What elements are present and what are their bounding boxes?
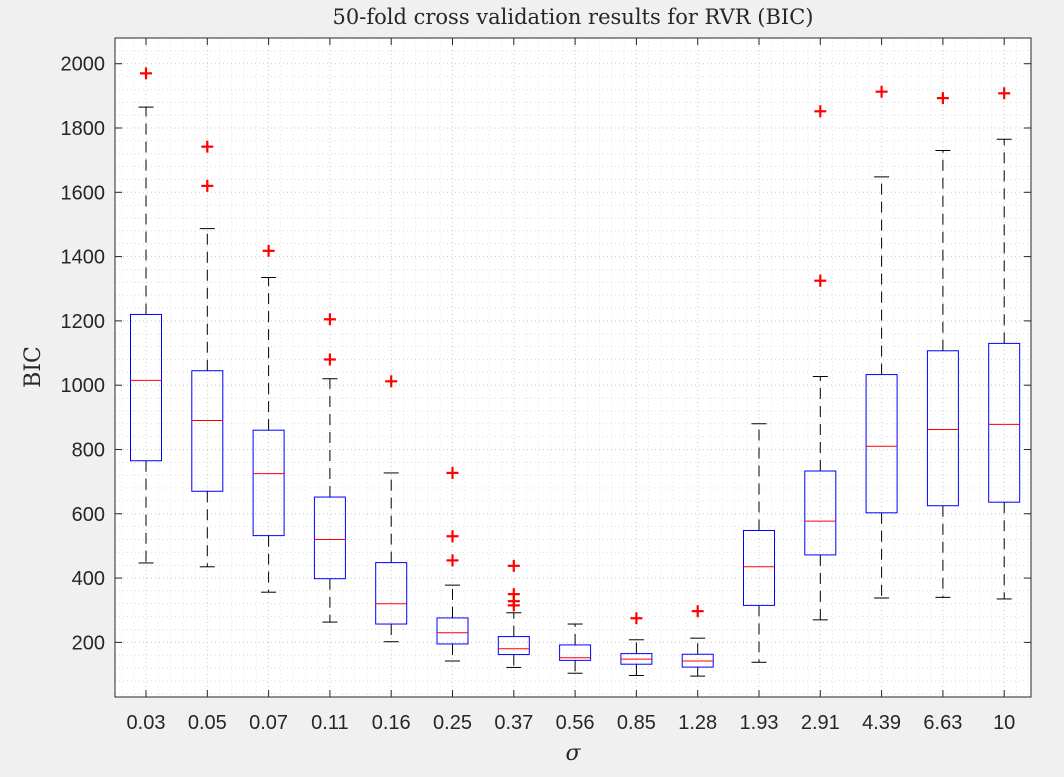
y-tick-label: 800 (72, 439, 105, 461)
x-tick-label: 4.39 (862, 712, 901, 734)
outlier-marker (446, 530, 459, 543)
y-tick-label: 1600 (61, 182, 106, 204)
box-group (804, 105, 837, 621)
x-tick-label: 0.07 (249, 712, 288, 734)
box-group (130, 67, 162, 564)
x-tick-label: 1.28 (678, 712, 717, 734)
x-tick-label: 0.05 (188, 712, 227, 734)
boxes (130, 67, 1021, 677)
x-tick-label: 1.93 (740, 712, 779, 734)
x-tick-label: 10 (993, 712, 1015, 734)
outlier-marker (998, 87, 1011, 100)
outlier-marker (262, 244, 275, 257)
outlier-marker (875, 85, 888, 98)
outlier-marker (201, 179, 214, 192)
box (436, 617, 469, 645)
x-tick-label: 0.85 (617, 712, 656, 734)
box-group (865, 85, 898, 599)
outlier-marker (814, 105, 827, 118)
y-tick-label: 1200 (61, 311, 106, 333)
outlier-marker (446, 466, 459, 479)
outlier-marker (814, 274, 827, 287)
y-tick-label: 1000 (61, 375, 106, 397)
outlier-marker (385, 375, 398, 388)
box-group (313, 313, 346, 623)
box (375, 562, 408, 625)
box (313, 496, 346, 580)
outlier-marker (140, 67, 152, 80)
box-group (620, 612, 653, 676)
outlier-marker (507, 588, 520, 601)
x-tick-label: 2.91 (801, 712, 840, 734)
x-tick-label: 0.03 (127, 712, 166, 734)
box-group (436, 466, 469, 662)
x-tick-label: 0.25 (433, 712, 472, 734)
y-tick-label: 400 (72, 568, 105, 590)
box (559, 644, 592, 661)
box-group (497, 559, 530, 668)
box-group (988, 87, 1021, 600)
box (926, 350, 959, 507)
chart-title: 50-fold cross validation results for RVR… (333, 5, 814, 29)
x-ticks: 0.03 0.05 0.07 0.11 0.16 0.25 0.37 0.56 0.85 1.28… (127, 38, 1015, 734)
box (988, 342, 1021, 503)
y-tick-label: 1400 (61, 247, 106, 269)
box-group (191, 140, 224, 568)
box (130, 313, 162, 462)
box (865, 374, 898, 514)
outlier-marker (323, 353, 336, 366)
outlier-marker (630, 612, 643, 625)
x-tick-label: 0.16 (372, 712, 411, 734)
box-group (681, 605, 714, 677)
outlier-marker (507, 559, 520, 572)
box-group (743, 423, 775, 663)
y-tick-label: 600 (72, 504, 105, 526)
x-axis-label: σ (565, 741, 581, 766)
y-tick-label: 200 (72, 632, 105, 654)
box-group (375, 375, 408, 643)
outlier-marker (691, 605, 704, 618)
y-tick-label: 1800 (61, 118, 106, 140)
x-tick-label: 6.63 (923, 712, 962, 734)
box (191, 370, 224, 492)
box (252, 429, 285, 537)
outlier-marker (936, 92, 949, 105)
outlier-marker (201, 140, 214, 153)
box (497, 636, 530, 656)
box-group (252, 244, 285, 593)
axes-frame (114, 37, 1032, 698)
y-tick-label: 2000 (61, 54, 106, 76)
box (804, 470, 837, 556)
plot-area (115, 38, 1031, 697)
box-group (559, 623, 592, 674)
y-axis-label: BIC (21, 346, 46, 388)
x-tick-label: 0.37 (494, 712, 533, 734)
box (743, 529, 775, 606)
outlier-marker (446, 554, 459, 567)
y-ticks: 200 400 600 800 1000 1200 1400 1600 1800 2000 (61, 54, 1031, 654)
x-tick-label: 0.11 (311, 712, 348, 734)
x-tick-label: 0.56 (556, 712, 595, 734)
box-group (926, 92, 959, 598)
outlier-marker (323, 313, 336, 326)
